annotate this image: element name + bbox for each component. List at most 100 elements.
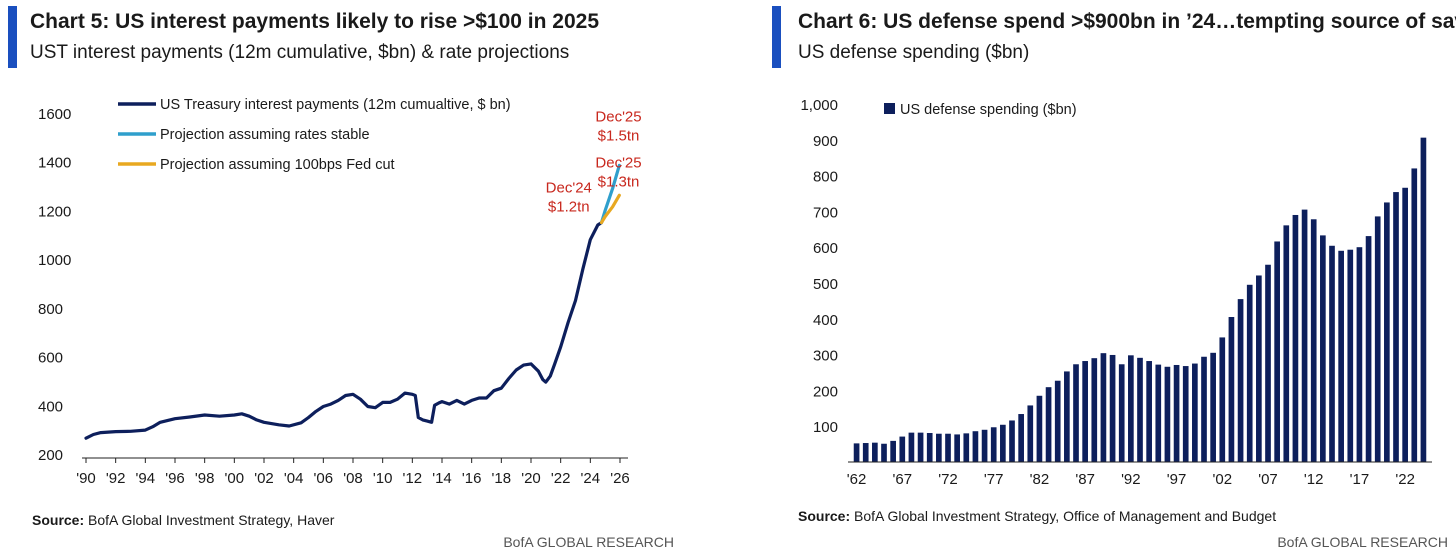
chart6-bar (899, 436, 906, 462)
chart5-plot: 200 400 600 800 1000 1200 1400 1600 '90 '92 '94 '96… (38, 97, 642, 487)
chart5-legend-label: Projection assuming 100bps Fed cut (160, 157, 395, 173)
chart5-annotation-date: Dec'24 (546, 180, 592, 197)
chart6-bar (1338, 250, 1344, 462)
chart6-x-tick-label: '02 (1213, 471, 1233, 488)
chart6-y-tick-label: 900 (813, 133, 838, 150)
chart6-legend-swatch (884, 103, 895, 114)
chart6-bar (853, 443, 860, 462)
chart6-bar (1292, 214, 1299, 462)
chart6-y-tick-label: 400 (813, 312, 838, 329)
chart6-bar (1411, 168, 1418, 462)
chart6-bar (1036, 395, 1043, 462)
chart5-x-tick-label: '08 (343, 470, 363, 487)
chart5-annotation-value: $1.2tn (548, 199, 590, 216)
chart6-x-tick-label: '92 (1121, 471, 1141, 488)
chart6-bar (1365, 236, 1372, 462)
chart6-bar (1100, 353, 1107, 462)
chart5-x-tick-label: '94 (136, 470, 156, 487)
chart5-x-tick-label: '26 (610, 470, 630, 487)
chart5-source-label: Source: (32, 512, 85, 528)
chart6-bar (1265, 264, 1271, 462)
chart6-x-tick-label: '87 (1075, 471, 1095, 488)
chart6-x-tick-label: '22 (1395, 471, 1415, 488)
chart5-x-tick-label: '22 (551, 470, 571, 487)
chart5-x-tick-label: '24 (581, 470, 601, 487)
chart6-bar (1420, 137, 1427, 462)
chart6-source-text: BofA Global Investment Strategy, Office … (854, 508, 1277, 524)
chart6-x-tick-label: '62 (847, 471, 867, 488)
chart5-y-tick-label: 400 (38, 398, 63, 415)
chart5-y-tick-label: 1600 (38, 106, 71, 123)
chart5-subtitle: UST interest payments (12m cumulative, $… (30, 42, 570, 63)
chart6-bar (1091, 358, 1098, 462)
chart6-bar (1320, 235, 1326, 462)
chart6-bar (1393, 192, 1399, 462)
chart6-y-tick-label: 600 (813, 240, 838, 257)
chart6-bar (954, 434, 960, 462)
chart5-y-tick-label: 800 (38, 301, 63, 318)
chart6-bar (1118, 364, 1125, 462)
chart6-x-tick-label: '12 (1304, 471, 1324, 488)
chart6-bar (963, 433, 970, 462)
chart6-bar (1000, 424, 1006, 462)
chart6-y-tick-label: 100 (813, 419, 838, 436)
chart5-y-tick-label: 600 (38, 350, 63, 367)
chart6-y-tick-label: 300 (813, 348, 838, 365)
chart6-bar (1146, 361, 1152, 462)
chart6-x-tick-label: '67 (893, 471, 913, 488)
chart6-y-tick-label: 1,000 (800, 97, 838, 114)
chart6-bar (1164, 366, 1171, 462)
chart6-bar (1256, 275, 1262, 462)
chart5-accent-bar (8, 6, 17, 68)
chart6-panel: Chart 6: US defense spend >$900bn in ’24… (772, 0, 1456, 556)
chart5-series-line (84, 221, 604, 440)
chart6-bar (881, 443, 887, 462)
chart6-bar (890, 440, 896, 462)
chart5-annotation-value: $1.5tn (598, 127, 640, 144)
chart6-x-tick-label: '77 (984, 471, 1004, 488)
chart5-x-tick-label: '02 (254, 470, 274, 487)
chart6-bar (872, 442, 878, 462)
chart6-bar (1182, 366, 1189, 462)
chart5-panel: Chart 5: US interest payments likely to … (8, 6, 674, 550)
chart6-brand: BofA GLOBAL RESEARCH (1277, 534, 1448, 550)
chart5-title: Chart 5: US interest payments likely to … (30, 10, 600, 33)
chart5-x-tick-label: '06 (314, 470, 334, 487)
chart6-bar (1137, 357, 1143, 462)
chart6-x-tick-label: '17 (1350, 471, 1370, 488)
chart6-source-label: Source: (798, 508, 851, 524)
chart6-subtitle: US defense spending ($bn) (798, 42, 1030, 63)
chart6-y-tick-label: 200 (813, 383, 838, 400)
chart6-bar (945, 433, 951, 462)
chart6-bar (1329, 245, 1335, 462)
chart6-bar (917, 432, 924, 462)
chart6-bar (1064, 371, 1070, 462)
chart6-bar (1192, 363, 1198, 462)
chart6-bar (1155, 364, 1162, 462)
chart6-bar (1027, 405, 1034, 462)
chart5-x-tick-label: '16 (462, 470, 482, 487)
chart5-y-tick-label: 200 (38, 447, 63, 464)
chart6-bar (1173, 364, 1180, 462)
chart6-plot: 100 200 300 400 500 600 700 800 900 1,000 '62 '67 '7… (800, 97, 1432, 488)
chart6-bar (990, 427, 997, 462)
chart5-x-tick-label: '90 (76, 470, 96, 487)
chart5-x-tick-label: '92 (106, 470, 126, 487)
chart6-bar (1402, 187, 1408, 462)
chart6-bar (1374, 216, 1381, 462)
chart6-bar (1045, 387, 1052, 462)
chart6-bar (1237, 299, 1244, 462)
chart6-bar (1109, 354, 1116, 462)
chart6-bar (1054, 380, 1061, 462)
chart5-y-tick-label: 1200 (38, 203, 71, 220)
chart6-accent-bar (772, 6, 781, 68)
chart5-y-tick-label: 1400 (38, 155, 71, 172)
chart5-annotation-value: $1.3tn (598, 173, 640, 190)
chart6-bar (1228, 317, 1235, 462)
chart6-title: Chart 6: US defense spend >$900bn in ’24… (798, 10, 1456, 33)
chart6-bar (1018, 414, 1024, 462)
chart6-bar (1384, 202, 1390, 462)
chart5-source-text: BofA Global Investment Strategy, Haver (88, 512, 335, 528)
chart6-bar (1301, 209, 1308, 462)
chart6-bar (1356, 247, 1363, 462)
